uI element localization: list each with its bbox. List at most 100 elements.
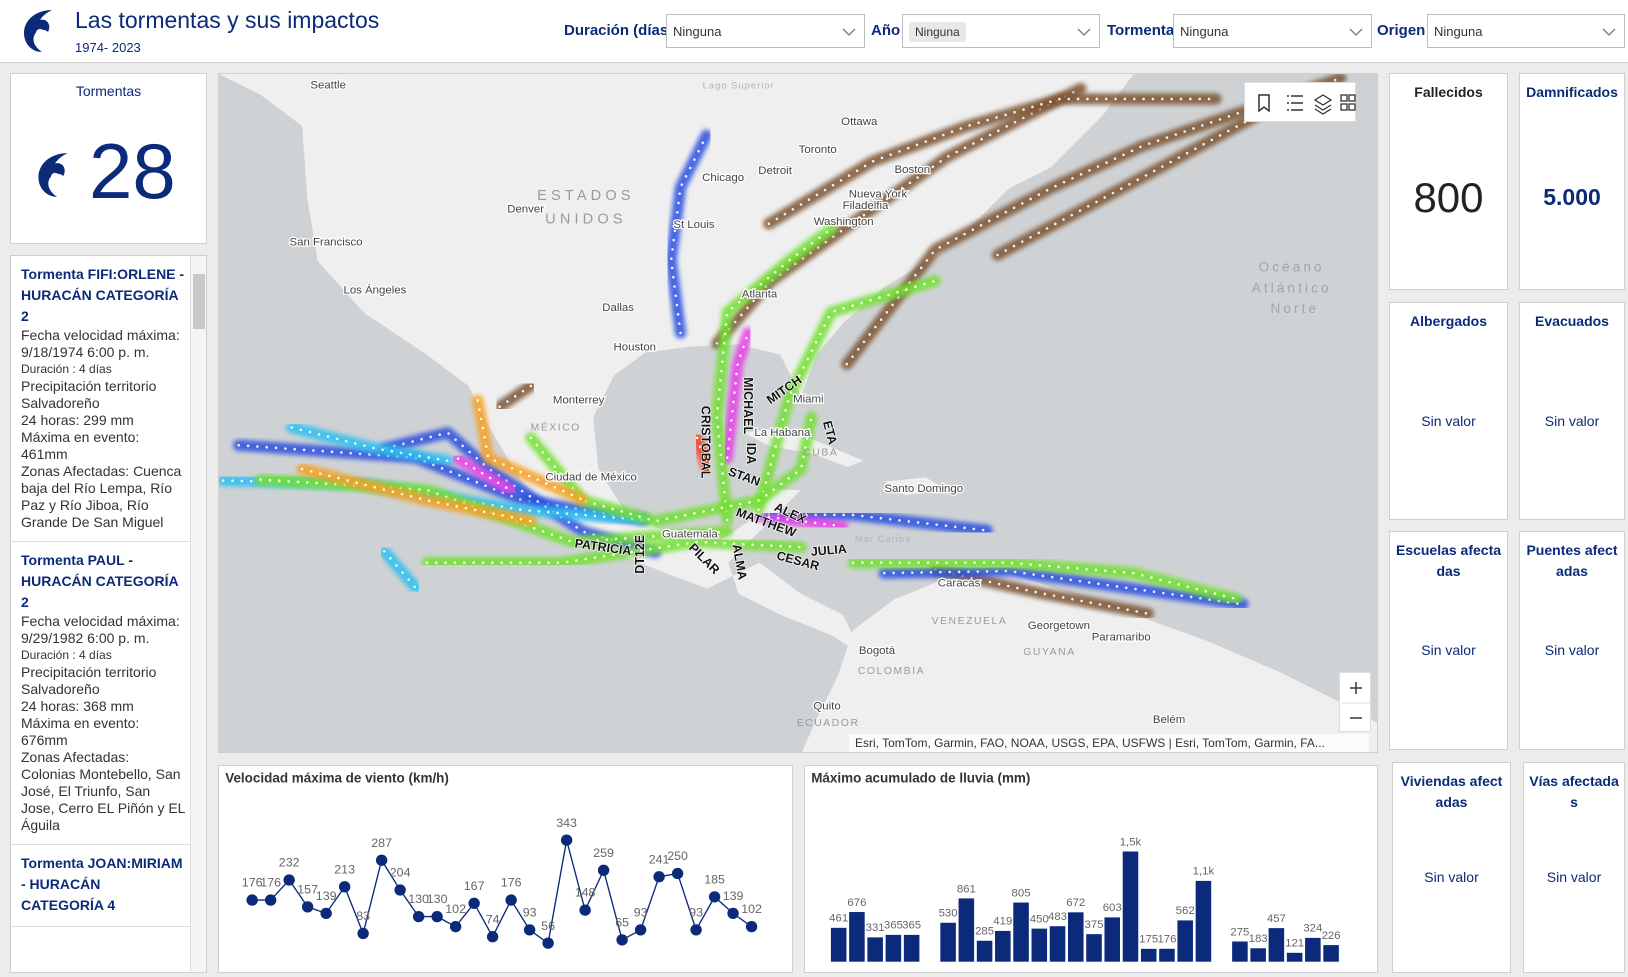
storm-label: JULIA (810, 542, 847, 559)
data-label: 93 (689, 906, 703, 920)
data-label: 226 (1322, 930, 1341, 942)
layers-button[interactable] (1313, 94, 1333, 115)
bar (1323, 945, 1339, 962)
city-label: Washington (814, 216, 874, 228)
track-dots (290, 426, 449, 463)
filter-value: Ninguna (1180, 24, 1229, 39)
data-label: 861 (957, 883, 976, 895)
bar (1086, 934, 1102, 962)
chart-title: Velocidad máxima de viento (km/h) (225, 771, 449, 786)
kpi-label: Evacuados (1535, 313, 1609, 329)
city-label: Miami (793, 394, 823, 406)
country-label: MÉXICO (531, 421, 581, 434)
data-label: 65 (615, 916, 629, 930)
data-label: 676 (847, 897, 866, 909)
bar (1159, 948, 1175, 962)
city-label: Guatemala (662, 529, 719, 541)
filter-dropdown[interactable]: Ninguna (1427, 14, 1625, 48)
storm-entry[interactable]: Tormenta PAUL - HURACÁN CATEGORÍA 2 Fecha… (11, 542, 206, 845)
city-label: Caracas (938, 578, 981, 590)
kpi-label: Albergados (1409, 313, 1487, 329)
data-label: 176 (242, 876, 263, 890)
map-panel[interactable]: Seattle Ottawa Toronto Chicago Detroit Boston… (218, 73, 1378, 753)
scrollbar[interactable] (190, 256, 206, 972)
data-label: 213 (334, 862, 355, 876)
storm-label: IDA (744, 443, 758, 464)
city-label: Santo Domingo (884, 483, 963, 495)
data-label: 175 (1139, 934, 1158, 946)
dropdown-arrow (842, 28, 856, 36)
bar (958, 898, 975, 962)
data-label: 102 (741, 902, 762, 916)
track-glow (929, 564, 1154, 620)
bar (1177, 920, 1193, 962)
storm-entry[interactable]: Tormenta JOAN:MIRIAM - HURACÁN CATEGORÍA… (11, 845, 206, 927)
filter-dropdown[interactable]: Ninguna (902, 14, 1100, 48)
data-point (708, 891, 721, 903)
data-label: 365 (902, 920, 921, 932)
filter-label: Tormenta (1107, 22, 1175, 39)
kpi-value: 800 (1413, 174, 1484, 221)
map-toolbar (1244, 82, 1356, 122)
data-label: 331 (866, 922, 885, 934)
data-point (412, 910, 425, 923)
filter-label: Año (871, 22, 901, 39)
bar (976, 940, 993, 962)
city-label: La Habana (754, 427, 811, 439)
city-label: Belém (1153, 714, 1185, 726)
kpi-card: Escuelas afectadas Sin valor (1389, 531, 1508, 750)
track-dots (476, 399, 584, 501)
data-label: 285 (975, 926, 994, 938)
zoom-in[interactable] (1350, 682, 1362, 694)
rain-chart: Máximo acumulado de lluvia (mm) 461 676 33… (811, 771, 1341, 962)
data-point (560, 834, 573, 846)
basemap-button[interactable] (1340, 94, 1356, 111)
data-point (264, 894, 277, 906)
bookmark-button[interactable] (1258, 94, 1270, 113)
count-value: 28 (89, 127, 176, 215)
data-label: 157 (297, 883, 318, 897)
storm-entry[interactable]: Tormenta FIFI:ORLENE - HURACÁN CATEGORÍA… (11, 256, 206, 542)
track-glow (711, 82, 1087, 350)
bar (1232, 941, 1248, 962)
legend-button[interactable] (1287, 95, 1303, 111)
land-south-america (801, 573, 1377, 752)
country-label: CUBA (803, 448, 838, 459)
chevron (1602, 28, 1616, 36)
city-label: Ciudad de México (545, 472, 636, 484)
kpi-value: Sin valor (1546, 869, 1602, 885)
data-label: 241 (649, 852, 670, 866)
city-label: Boston (895, 164, 931, 176)
data-label: 102 (445, 902, 466, 916)
water-label: Atlántico (1252, 280, 1332, 295)
bar (1250, 948, 1266, 962)
country-label: UNIDOS (545, 212, 627, 228)
track-glow (763, 93, 1222, 230)
data-label: 672 (1066, 897, 1085, 909)
map[interactable]: Seattle Ottawa Toronto Chicago Detroit Boston… (219, 74, 1378, 753)
chart-title: Máximo acumulado de lluvia (mm) (811, 771, 1030, 786)
app-title: Las tormentas y sus impactos (75, 7, 380, 33)
bar (903, 934, 920, 962)
track-dots (695, 436, 709, 471)
bar (1268, 928, 1285, 962)
data-label: 83 (356, 909, 370, 923)
bar (1140, 948, 1157, 962)
data-label: 93 (634, 906, 648, 920)
kpi-label: Damnificados (1526, 84, 1618, 100)
water-label: Mar Caribe (855, 534, 912, 544)
storm-zones: Zonas Afectadas: Colonias Montebello, Sa… (21, 749, 185, 833)
kpi-label: Fallecidos (1414, 84, 1483, 100)
filter-dropdown[interactable]: Ninguna (666, 14, 865, 48)
scroll-thumb[interactable] (193, 274, 205, 329)
storm-label: ALMA (730, 543, 750, 581)
data-label: 530 (939, 908, 958, 920)
city-label: Paramaribo (1092, 632, 1151, 644)
app-subtitle: 1974- 2023 (75, 40, 141, 55)
city-label: Ottawa (841, 116, 878, 128)
filter-dropdown[interactable]: Ninguna (1173, 14, 1372, 48)
data-label: 139 (723, 889, 744, 903)
data-point (468, 897, 480, 909)
data-point (616, 934, 628, 946)
